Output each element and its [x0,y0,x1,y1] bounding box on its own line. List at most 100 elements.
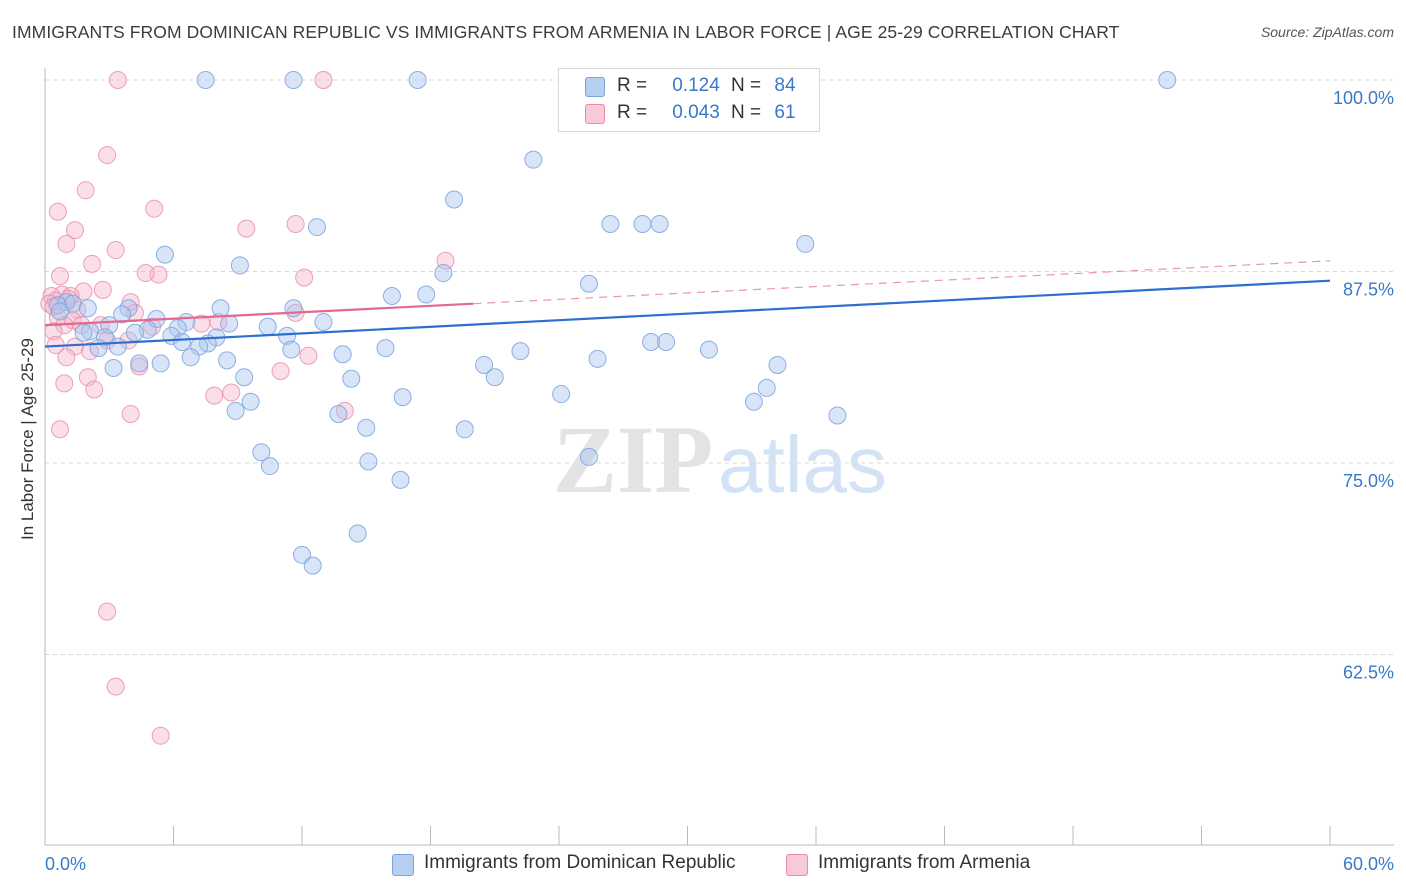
dominican-point [230,256,249,275]
dominican-point [303,556,322,575]
dominican-point [382,287,401,306]
dominican-point [633,215,652,234]
dominican-point [125,323,144,342]
dominican-point [260,457,279,476]
trend-lines [44,260,1331,348]
armenia-point [98,146,117,165]
dominican-point [50,302,69,321]
armenia-point [85,380,104,399]
dominican-point [579,447,598,466]
armenia-point [295,268,314,287]
chart-title: IMMIGRANTS FROM DOMINICAN REPUBLIC VS IM… [12,22,1120,42]
dominican-point [284,71,303,89]
dominican-point [252,443,271,462]
dominican-point [181,348,200,367]
armenia-point [44,322,63,341]
dominican-point [348,524,367,543]
dominican-point [552,385,571,404]
dominican-point [151,354,170,373]
dominican-point [601,215,620,234]
dominican-point [455,420,474,439]
dominican-point [342,369,361,388]
dominican-point [357,418,376,437]
x-tick-label-min: 0.0% [45,854,86,874]
dominican-points [48,71,1177,575]
dominican-point [104,359,123,378]
armenia-point [119,331,138,350]
bottom-legend-swatch-armenia [786,854,808,876]
dominican-point [278,326,297,345]
dominican-point [376,339,395,358]
dominican-point [220,314,239,333]
armenia-trend-extension [473,260,1331,305]
watermark: ZIP atlas [553,406,887,513]
armenia-point [121,404,140,423]
dominican-point [333,345,352,364]
dominican-point [258,317,277,336]
bottom-legend-label-armenia: Immigrants from Armenia [818,852,1031,873]
dominican-point [511,342,530,361]
dominican-point [284,299,303,318]
dominican-point [796,234,815,253]
watermark-atlas: atlas [718,420,887,509]
dominican-point [211,299,230,318]
armenia-point [57,234,76,253]
legend-r-label: R = [617,102,648,123]
dominican-point [95,328,114,347]
dominican-point [113,305,132,324]
source-label: Source: ZipAtlas.com [1260,24,1394,40]
watermark-zip: ZIP [553,406,713,513]
legend-n-value: 61 [774,102,796,123]
dominican-point [1158,71,1177,89]
dominican-point [329,404,348,423]
dominican-point [475,355,494,374]
armenia-point [205,386,224,405]
dominican-point [579,274,598,293]
armenia-point [145,199,164,218]
armenia-point [50,267,69,286]
x-tick-label-max: 60.0% [1343,854,1394,874]
armenia-points [40,71,455,745]
bottom-legend-swatch-dominican [392,854,414,876]
armenia-point [106,677,125,696]
dominican-point [828,406,847,425]
dominican-point [196,71,215,89]
dominican-point [235,368,254,387]
armenia-point [106,241,125,260]
axes [44,68,1394,846]
y-tick-label: 75.0% [1343,471,1394,491]
dominican-point [89,339,108,358]
dominican-point [657,332,676,351]
legend-r-value: 0.043 [672,102,720,123]
dominican-point [168,319,187,338]
correlation-legend: R = 0.124 N = 84 R = 0.043 N = 61 [558,68,820,132]
dominican-point [74,323,93,342]
y-axis-label: In Labor Force | Age 25-29 [18,338,37,540]
dominican-point [757,378,776,397]
legend-n-value: 84 [774,75,796,96]
dominican-point [226,401,245,420]
dominican-point [445,190,464,209]
legend-r-label: R = [617,75,648,96]
dominican-point [408,71,427,89]
armenia-point [149,265,168,284]
armenia-point [83,254,102,273]
armenia-point [299,346,318,365]
dominican-point [282,340,301,359]
y-tick-label: 87.5% [1343,280,1394,300]
armenia-point [314,71,333,89]
dominican-point [391,470,410,489]
dominican-point [173,332,192,351]
dominican-point [642,332,661,351]
tick-labels: 62.5% 75.0% 87.5% 100.0% 0.0% 60.0% [45,88,1394,874]
legend-r-value: 0.124 [672,75,720,96]
y-tick-label: 100.0% [1333,88,1394,108]
legend-n-label: N = [731,102,762,123]
dominican-point [314,313,333,332]
armenia-point [98,602,117,621]
dominican-point [130,354,149,373]
armenia-point [151,726,170,745]
dominican-point [293,545,311,564]
dominican-point [588,349,607,368]
